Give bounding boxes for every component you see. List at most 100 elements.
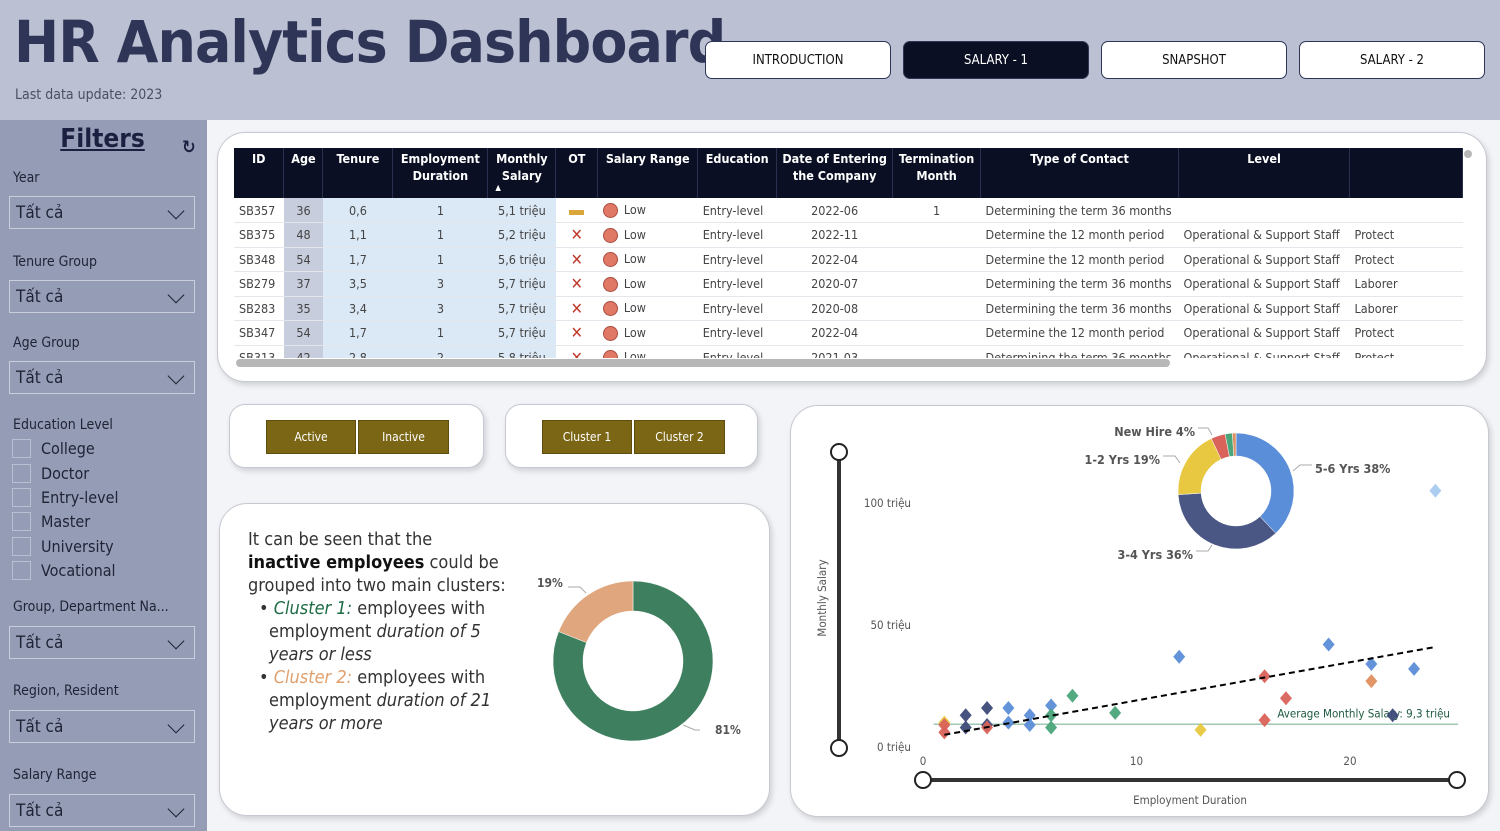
checkbox[interactable] [12,438,31,458]
education-checkbox-entry-level[interactable]: Entry-level [12,486,118,508]
column-header[interactable]: Education [697,148,778,198]
scatter-point[interactable] [1408,661,1421,676]
checkbox[interactable] [12,536,31,556]
scatter-point[interactable] [938,718,951,733]
checkbox[interactable] [12,463,31,483]
scatter-point[interactable] [1258,713,1271,728]
vertical-scrollbar[interactable] [1464,150,1472,158]
scatter-point[interactable] [959,708,972,723]
column-header[interactable] [1349,148,1463,198]
column-header[interactable]: Monthly Salary ▲ [487,148,557,198]
scatter-point[interactable] [981,700,994,715]
scatter-point[interactable] [959,720,972,735]
x-axis-title: Employment Duration [1133,793,1247,807]
scatter-point[interactable] [1386,708,1399,723]
checkbox[interactable] [12,487,31,507]
nav-salary-1-button[interactable]: SALARY - 1 [903,41,1089,79]
education-checkbox-university[interactable]: University [12,535,114,557]
checkbox[interactable] [12,511,31,531]
table-cell [892,222,981,248]
age-group-label: Age Group [13,335,80,351]
cluster-2-button[interactable]: Cluster 2 [634,420,725,454]
scatter-point[interactable] [1322,637,1335,652]
scatter-point[interactable] [1173,649,1186,664]
donut-slice[interactable] [1235,432,1295,534]
age-group-dropdown[interactable]: Tất cả [9,361,195,394]
education-checkbox-doctor[interactable]: Doctor [12,462,89,484]
table-cell: Low [597,296,698,321]
department-value: Tất cả [16,633,64,653]
scatter-point[interactable] [1045,708,1058,723]
department-dropdown[interactable]: Tất cả [9,626,195,659]
table-row[interactable]: SB348 54 1,7 1 5,6 triệu ✕ Low Entry-level 2022-… [234,247,1463,272]
table-cell: Protect [1349,247,1463,272]
x-slider-handle-right[interactable] [1448,771,1466,789]
active-button[interactable]: Active [266,420,356,454]
y-slider-handle-bottom[interactable] [830,739,848,757]
scatter-point[interactable] [1365,657,1378,672]
table-row[interactable]: SB283 35 3,4 3 5,7 triệu ✕ Low Entry-level 2020-… [234,296,1463,321]
scatter-point[interactable] [1023,708,1036,723]
scatter-point[interactable] [1365,674,1378,689]
scatter-point[interactable] [1258,669,1271,684]
education-checkbox-master[interactable]: Master [12,510,90,532]
cluster-1-button[interactable]: Cluster 1 [542,420,632,454]
checkbox-label: Entry-level [41,487,119,507]
education-checkbox-college[interactable]: College [12,437,95,459]
column-header[interactable]: Date of Entering the Company [776,148,894,198]
donut-slice[interactable] [1232,432,1237,457]
donut-slice[interactable] [552,580,714,742]
nav-introduction-button[interactable]: INTRODUCTION [705,41,891,79]
donut-slice[interactable] [1177,438,1222,495]
table-cell: SB279 [234,271,284,297]
column-header[interactable]: Age [283,148,324,198]
scatter-point[interactable] [1194,722,1207,737]
scatter-point[interactable] [938,725,951,740]
donut-slice[interactable] [1177,492,1277,550]
cluster-1-text: employees with employment [269,598,486,642]
table-row[interactable]: SB357 36 0,6 1 5,1 triệu Low Entry-level 2022-0… [234,198,1463,223]
table-row[interactable]: SB313 42 2,8 2 5,8 triệu ✕ Low Entry-level 2021-… [234,345,1463,358]
nav-snapshot-button[interactable]: SNAPSHOT [1101,41,1287,79]
scatter-point[interactable] [1023,718,1036,733]
table-cell: ✕ [555,222,598,248]
y-slider-handle-top[interactable] [830,443,848,461]
column-header[interactable]: ID [234,148,285,198]
column-header[interactable]: Level [1178,148,1351,198]
column-header[interactable]: Salary Range [597,148,699,198]
table-row[interactable]: SB347 54 1,7 1 5,7 triệu ✕ Low Entry-level 2022-… [234,320,1463,346]
tenure-group-dropdown[interactable]: Tất cả [9,280,195,313]
horizontal-scrollbar[interactable] [236,359,1170,367]
donut-slice[interactable] [558,580,634,643]
nav-salary-2-button[interactable]: SALARY - 2 [1299,41,1485,79]
table-cell [892,247,981,272]
region-dropdown[interactable]: Tất cả [9,710,195,743]
salary-range-dot-icon [602,301,618,317]
scatter-point[interactable] [1279,691,1292,706]
reset-icon[interactable]: ↻ [182,137,196,158]
table-row[interactable]: SB375 48 1,1 1 5,2 triệu ✕ Low Entry-level 2022-… [234,222,1463,248]
x-slider-handle-left[interactable] [914,771,932,789]
column-header[interactable]: Tenure [322,148,394,198]
chevron-down-icon [167,202,185,220]
table-cell: 1 [392,222,488,248]
scatter-point[interactable] [1109,705,1122,720]
scatter-point[interactable] [1002,700,1015,715]
scatter-point[interactable] [1045,720,1058,735]
salary-range-label: Salary Range [13,767,97,783]
table-row[interactable]: SB279 37 3,5 3 5,7 triệu ✕ Low Entry-level 2020-… [234,271,1463,297]
column-header[interactable]: Employment Duration [392,148,489,198]
column-header[interactable]: Termination Month [892,148,982,198]
scatter-point[interactable] [1045,698,1058,713]
salary-range-dropdown[interactable]: Tất cả [9,794,195,827]
inactive-button[interactable]: Inactive [358,420,449,454]
column-header[interactable]: OT [555,148,599,198]
column-header[interactable]: Type of Contact [980,148,1180,198]
scatter-point[interactable] [1429,483,1442,498]
checkbox[interactable] [12,560,31,580]
column-header-label: OT [568,151,586,166]
education-checkbox-vocational[interactable]: Vocational [12,559,116,581]
year-dropdown[interactable]: Tất cả [9,196,195,229]
page-title: HR Analytics Dashboard [14,8,726,76]
scatter-point[interactable] [1066,688,1079,703]
